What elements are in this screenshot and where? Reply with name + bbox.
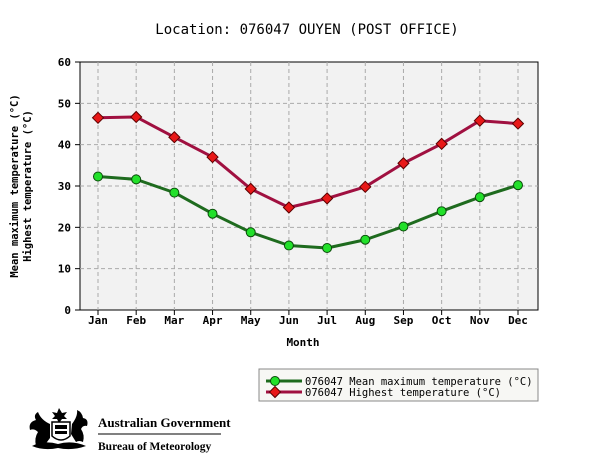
x-tick-label: Apr xyxy=(203,314,223,327)
series-line-0 xyxy=(97,174,519,250)
legend-marker-highest xyxy=(268,385,282,399)
legend-marker-mean-max xyxy=(270,376,280,386)
data-point-highest xyxy=(129,110,143,124)
y-tick-label: 60 xyxy=(58,56,71,69)
data-point-mean-max xyxy=(245,227,256,238)
x-tick-label: Mar xyxy=(164,314,184,327)
series-layer xyxy=(91,110,525,253)
data-point-highest xyxy=(282,201,296,214)
data-point-highest xyxy=(359,180,372,194)
data-point-mean-max xyxy=(474,192,485,203)
legend: 076047 Mean maximum temperature (°C) 076… xyxy=(258,368,539,402)
y-tick-label: 30 xyxy=(58,180,71,193)
y-tick-label: 40 xyxy=(58,139,71,152)
series-line-1 xyxy=(97,115,519,209)
logo-line-1: Australian Government xyxy=(98,415,231,430)
y-axis-label: Mean maximum temperature (°C) Highest te… xyxy=(9,94,34,277)
x-tick-label: Oct xyxy=(432,314,452,327)
y-tick-label: 50 xyxy=(58,97,71,110)
y-tick-label: 20 xyxy=(58,221,71,234)
x-tick-label: Dec xyxy=(508,314,528,327)
y-tick-label: 10 xyxy=(58,263,71,276)
data-point-mean-max xyxy=(207,208,218,219)
y-axis-label-line-2: Highest temperature (°C) xyxy=(22,110,34,262)
data-point-mean-max xyxy=(169,187,180,198)
data-point-highest xyxy=(511,117,525,130)
x-tick-label: Jan xyxy=(88,314,108,327)
plot-area xyxy=(79,61,539,311)
data-point-mean-max xyxy=(513,180,523,191)
x-tick-label: Jul xyxy=(317,314,337,327)
data-point-mean-max xyxy=(131,174,142,185)
coat-of-arms-icon xyxy=(29,408,88,450)
legend-box xyxy=(258,368,539,402)
data-point-highest xyxy=(206,150,219,164)
data-point-mean-max xyxy=(398,221,409,232)
data-point-highest xyxy=(244,182,257,196)
data-point-highest xyxy=(91,111,105,125)
x-tick-label: May xyxy=(241,314,261,327)
x-tick-label: Feb xyxy=(126,314,146,327)
grid xyxy=(80,62,538,310)
x-axis-label: Month xyxy=(286,336,319,349)
logo-line-2: Bureau of Meteorology xyxy=(98,441,212,453)
data-point-mean-max xyxy=(360,234,371,245)
data-point-highest xyxy=(435,137,448,151)
chart-title: Location: 076047 OUYEN (POST OFFICE) xyxy=(155,22,458,38)
y-tick-label: 0 xyxy=(64,304,71,317)
data-point-highest xyxy=(397,157,410,170)
government-logo: Australian Government Bureau of Meteorol… xyxy=(29,408,231,453)
data-point-mean-max xyxy=(93,171,103,182)
data-point-highest xyxy=(473,114,487,127)
y-axis-label-line-1: Mean maximum temperature (°C) xyxy=(9,94,21,277)
x-tick-label: Aug xyxy=(355,314,375,327)
axes: 0 10 20 30 40 50 60 Jan Feb Mar Apr May Jun Jul Aug Sep… xyxy=(58,56,528,327)
x-tick-label: Jun xyxy=(279,314,299,327)
data-point-highest xyxy=(168,131,181,144)
data-point-mean-max xyxy=(322,243,333,253)
x-tick-label: Nov xyxy=(470,314,490,327)
legend-label-mean-max: 076047 Mean maximum temperature (°C) xyxy=(305,376,533,388)
data-point-mean-max xyxy=(283,240,294,251)
data-point-mean-max xyxy=(436,206,447,217)
legend-label-highest: 076047 Highest temperature (°C) xyxy=(305,387,501,399)
x-tick-label: Sep xyxy=(394,314,414,327)
data-point-highest xyxy=(320,192,334,205)
